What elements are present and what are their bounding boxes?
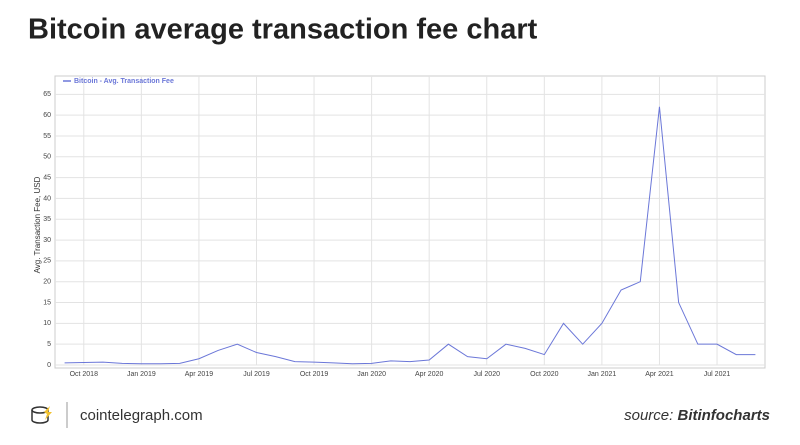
x-tick-label: Apr 2021 xyxy=(645,371,674,378)
y-tick-label: 15 xyxy=(43,299,51,306)
chart-title: Bitcoin average transaction fee chart xyxy=(28,14,538,46)
y-tick-label: 55 xyxy=(43,133,51,140)
x-tick-label: Jan 2021 xyxy=(587,371,616,378)
y-tick-label: 60 xyxy=(43,112,51,119)
source: source: Bitinfocharts xyxy=(624,407,770,424)
data-line xyxy=(64,106,756,365)
y-tick-label: 50 xyxy=(43,154,51,161)
source-prefix: source: xyxy=(624,407,673,424)
x-tick-label: Jul 2019 xyxy=(243,371,270,378)
y-tick-label: 10 xyxy=(43,320,51,327)
x-tick-label: Oct 2020 xyxy=(530,371,559,378)
site-name: cointelegraph.com xyxy=(80,407,203,424)
x-tick-label: Jan 2019 xyxy=(127,371,156,378)
x-tick-label: Jul 2020 xyxy=(474,371,501,378)
legend-label: Bitcoin - Avg. Transaction Fee xyxy=(74,78,174,85)
y-tick-label: 25 xyxy=(43,258,51,265)
y-tick-label: 20 xyxy=(43,279,51,286)
x-tick-label: Apr 2020 xyxy=(415,371,444,378)
y-tick-label: 45 xyxy=(43,174,51,181)
x-tick-label: Jul 2021 xyxy=(704,371,731,378)
y-axis-label: Avg. Transaction Fee, USD xyxy=(33,176,42,273)
x-tick-label: Apr 2019 xyxy=(185,371,214,378)
y-tick-label: 65 xyxy=(43,91,51,98)
y-tick-label: 40 xyxy=(43,195,51,202)
logo xyxy=(31,402,68,428)
x-tick-label: Oct 2018 xyxy=(70,371,99,378)
y-tick-label: 0 xyxy=(47,362,51,369)
y-tick-label: 35 xyxy=(43,216,51,223)
x-tick-label: Oct 2019 xyxy=(300,371,329,378)
y-tick-label: 5 xyxy=(47,341,51,348)
y-tick-label: 30 xyxy=(43,237,51,244)
source-name: Bitinfocharts xyxy=(677,407,770,424)
x-tick-label: Jan 2020 xyxy=(357,371,386,378)
